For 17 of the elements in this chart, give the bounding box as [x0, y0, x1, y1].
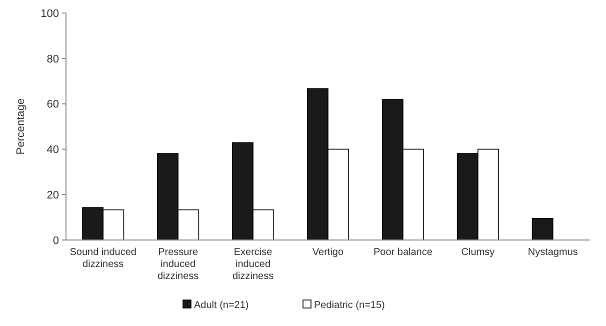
y-tick-label: 20: [46, 189, 59, 202]
x-tick-label: Pressure induced dizziness: [158, 247, 199, 282]
x-tick-label: Poor balance: [373, 247, 433, 258]
bar: [532, 218, 554, 240]
y-tick-label: 40: [46, 144, 59, 156]
y-tick-label: 0: [52, 234, 59, 247]
y-tick-label: 60: [46, 98, 59, 111]
y-tick-label: 80: [46, 53, 59, 66]
legend-label: Adult (n=21): [194, 300, 249, 311]
legend-label: Pediatric (n=15): [314, 300, 385, 311]
x-tick-label: Sound induced dizziness: [70, 247, 136, 270]
x-tick-label: Vertigo: [312, 247, 344, 258]
x-tick-label: Exercise induced dizziness: [232, 247, 274, 282]
y-axis-title: Percentage: [15, 98, 27, 155]
x-tick-label: Nystagmus: [528, 247, 578, 258]
x-tick-label: Clumsy: [461, 247, 495, 258]
y-tick-label: 100: [40, 8, 59, 20]
